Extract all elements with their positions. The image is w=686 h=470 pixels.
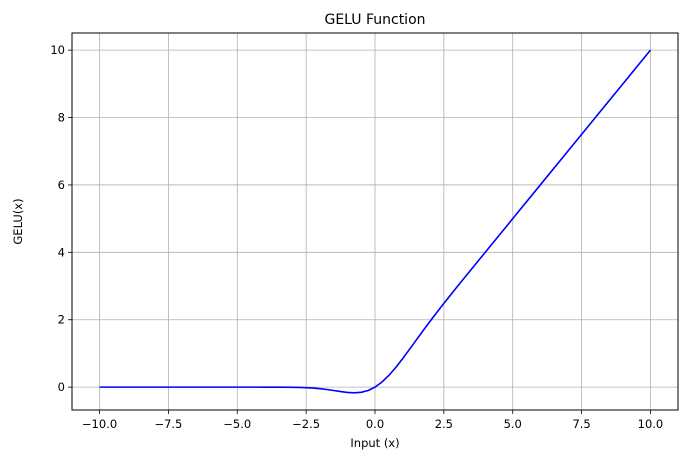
series-layer [99,49,652,394]
x-axis: −10.0 −7.5 −5.0 −2.5 0.0 2.5 5.0 7.5 10.0 [82,410,663,431]
y-tick-label: 10 [50,43,65,57]
x-tick-label: 7.5 [572,417,590,431]
y-axis-label: GELU(x) [11,198,25,244]
y-tick-label: 2 [58,313,65,327]
grid [72,33,678,410]
x-tick-label: 2.5 [435,417,453,431]
x-tick-label: −2.5 [292,417,320,431]
x-tick-label: 10.0 [638,417,664,431]
x-tick-label: 0.0 [366,417,384,431]
x-tick-label: −10.0 [82,417,117,431]
x-tick-label: −7.5 [154,417,182,431]
y-axis: 0 2 4 6 8 10 [50,43,72,394]
x-tick-label: 5.0 [504,417,522,431]
y-tick-label: 8 [58,111,65,125]
chart-title: GELU Function [324,12,425,28]
x-tick-label: −5.0 [223,417,251,431]
x-axis-label: Input (x) [350,436,399,450]
y-tick-label: 6 [58,178,65,192]
y-tick-label: 4 [58,245,65,259]
series-line [99,49,652,394]
y-tick-label: 0 [58,380,65,394]
